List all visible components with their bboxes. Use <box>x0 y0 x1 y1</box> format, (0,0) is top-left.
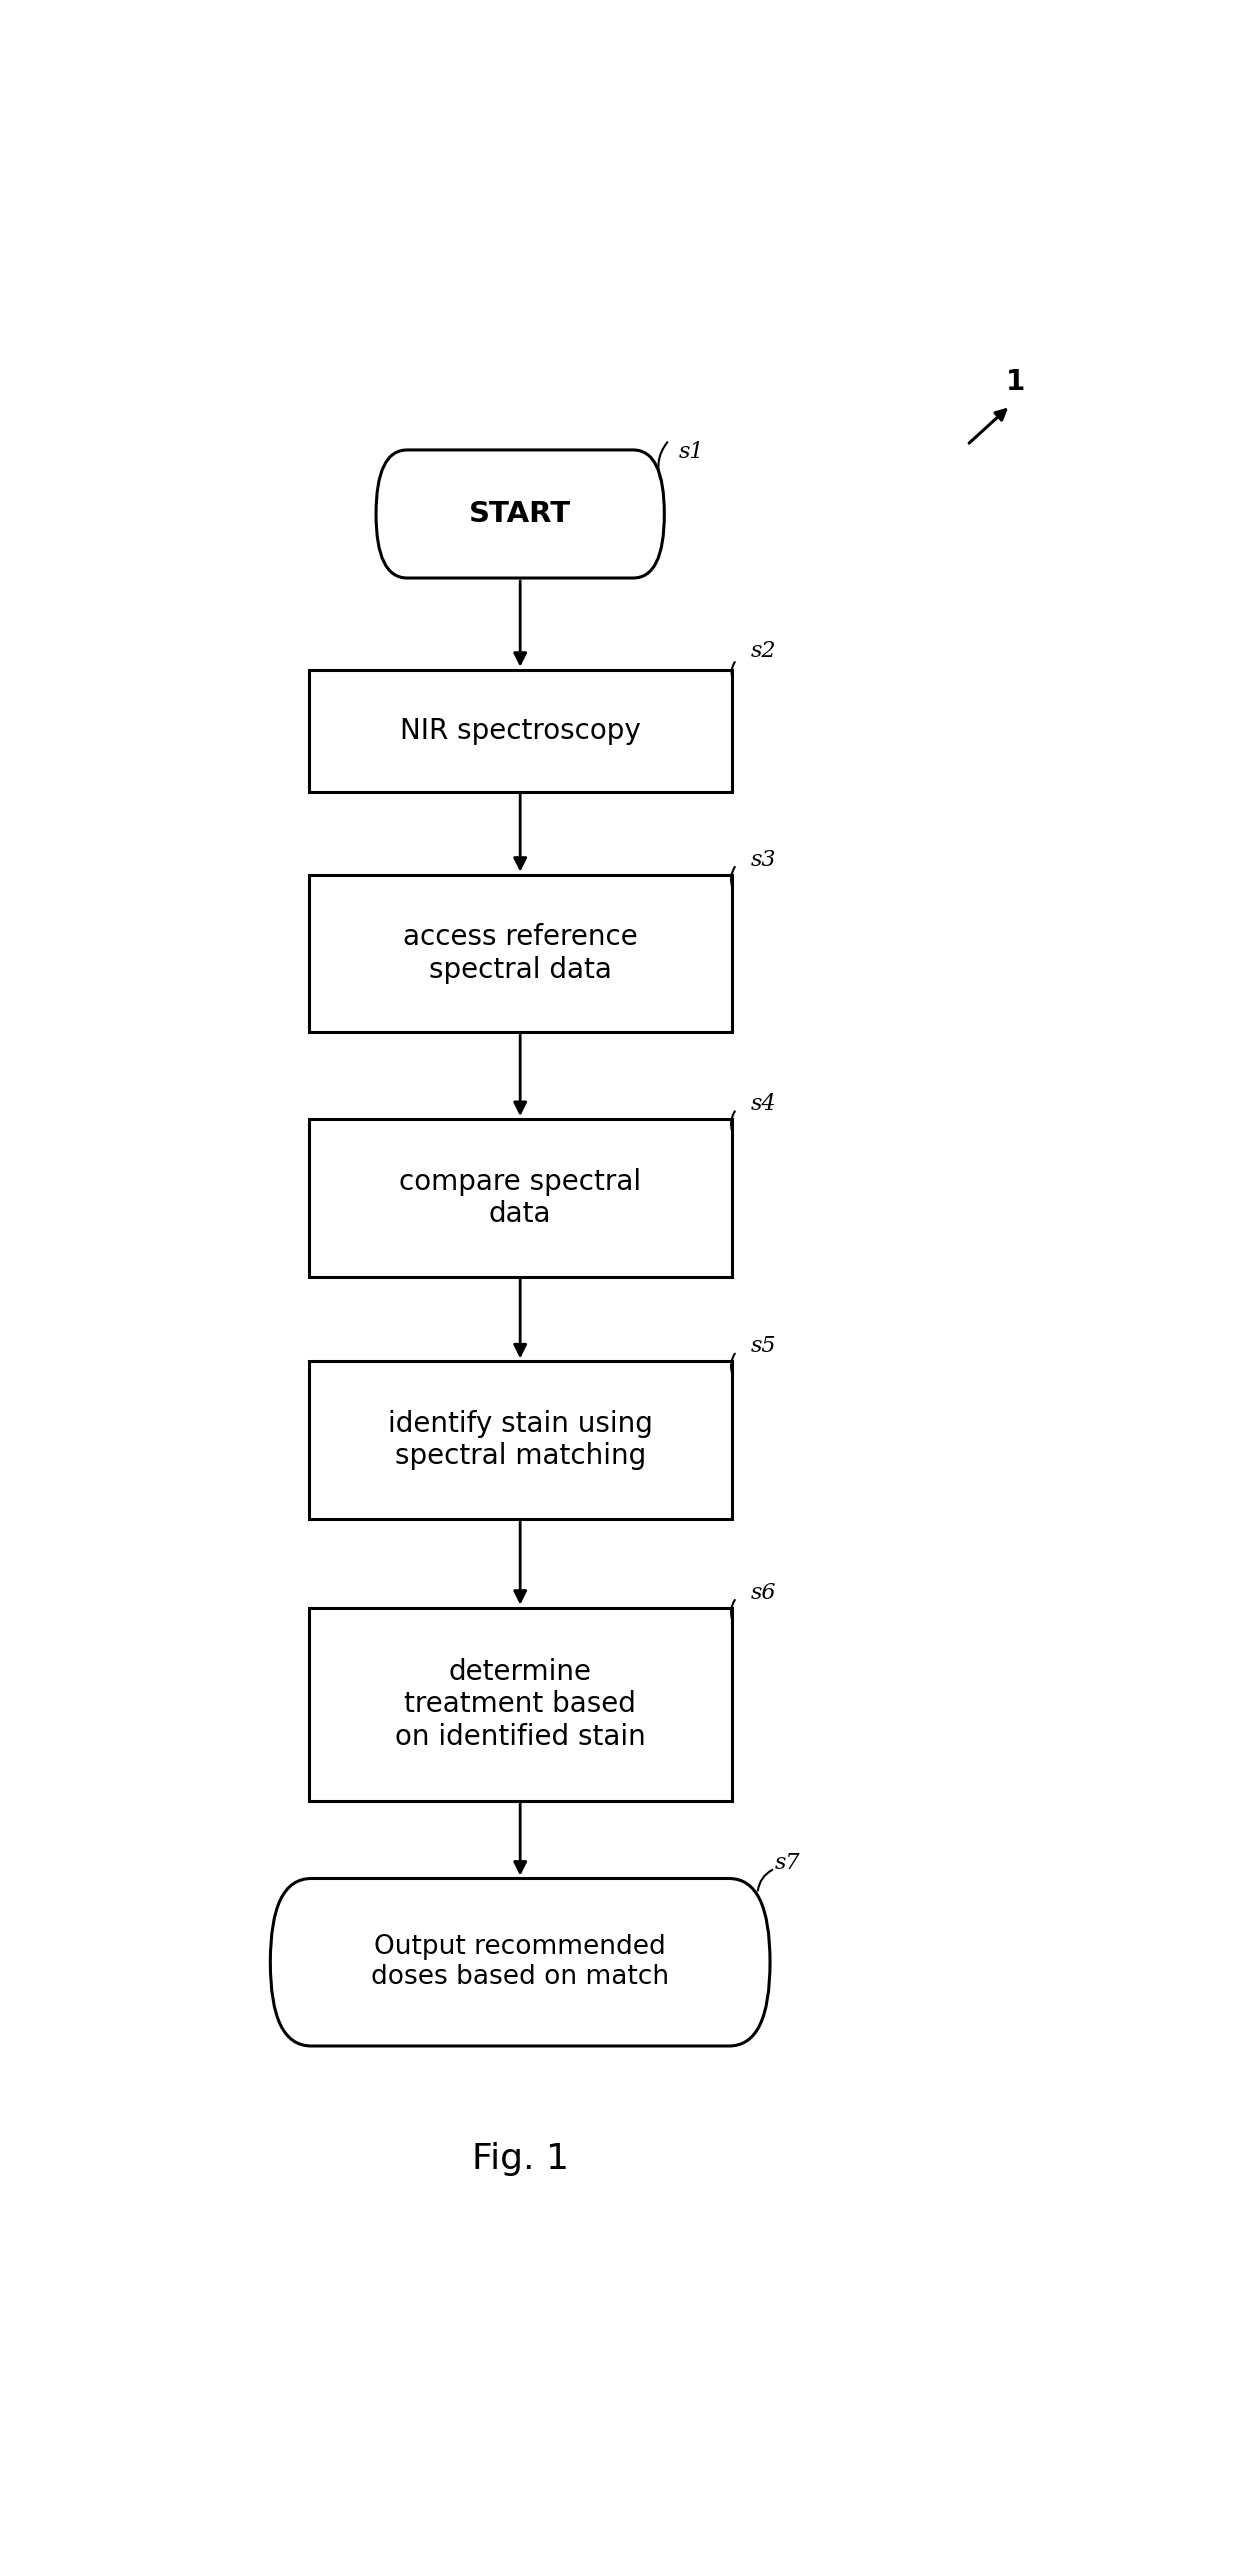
Bar <box>309 670 732 791</box>
Text: access reference
spectral data: access reference spectral data <box>403 924 637 983</box>
Bar <box>309 875 732 1031</box>
Text: s2: s2 <box>751 640 776 663</box>
Text: identify stain using
spectral matching: identify stain using spectral matching <box>388 1410 652 1471</box>
Text: s1: s1 <box>678 440 704 463</box>
FancyBboxPatch shape <box>270 1878 770 2047</box>
Text: compare spectral
data: compare spectral data <box>399 1167 641 1228</box>
Text: 1: 1 <box>1006 368 1024 397</box>
FancyBboxPatch shape <box>376 450 665 578</box>
Text: Output recommended
doses based on match: Output recommended doses based on match <box>371 1935 670 1991</box>
Text: NIR spectroscopy: NIR spectroscopy <box>399 717 641 745</box>
Text: s4: s4 <box>751 1093 776 1116</box>
Bar <box>309 1118 732 1277</box>
Text: s6: s6 <box>751 1581 776 1604</box>
Bar <box>309 1607 732 1802</box>
Bar <box>309 1361 732 1520</box>
Text: s5: s5 <box>751 1336 776 1356</box>
Text: START: START <box>469 499 572 527</box>
Text: s7: s7 <box>775 1853 800 1873</box>
Text: s3: s3 <box>751 850 776 870</box>
Text: Fig. 1: Fig. 1 <box>471 2142 569 2175</box>
Text: determine
treatment based
on identified stain: determine treatment based on identified … <box>394 1658 646 1750</box>
